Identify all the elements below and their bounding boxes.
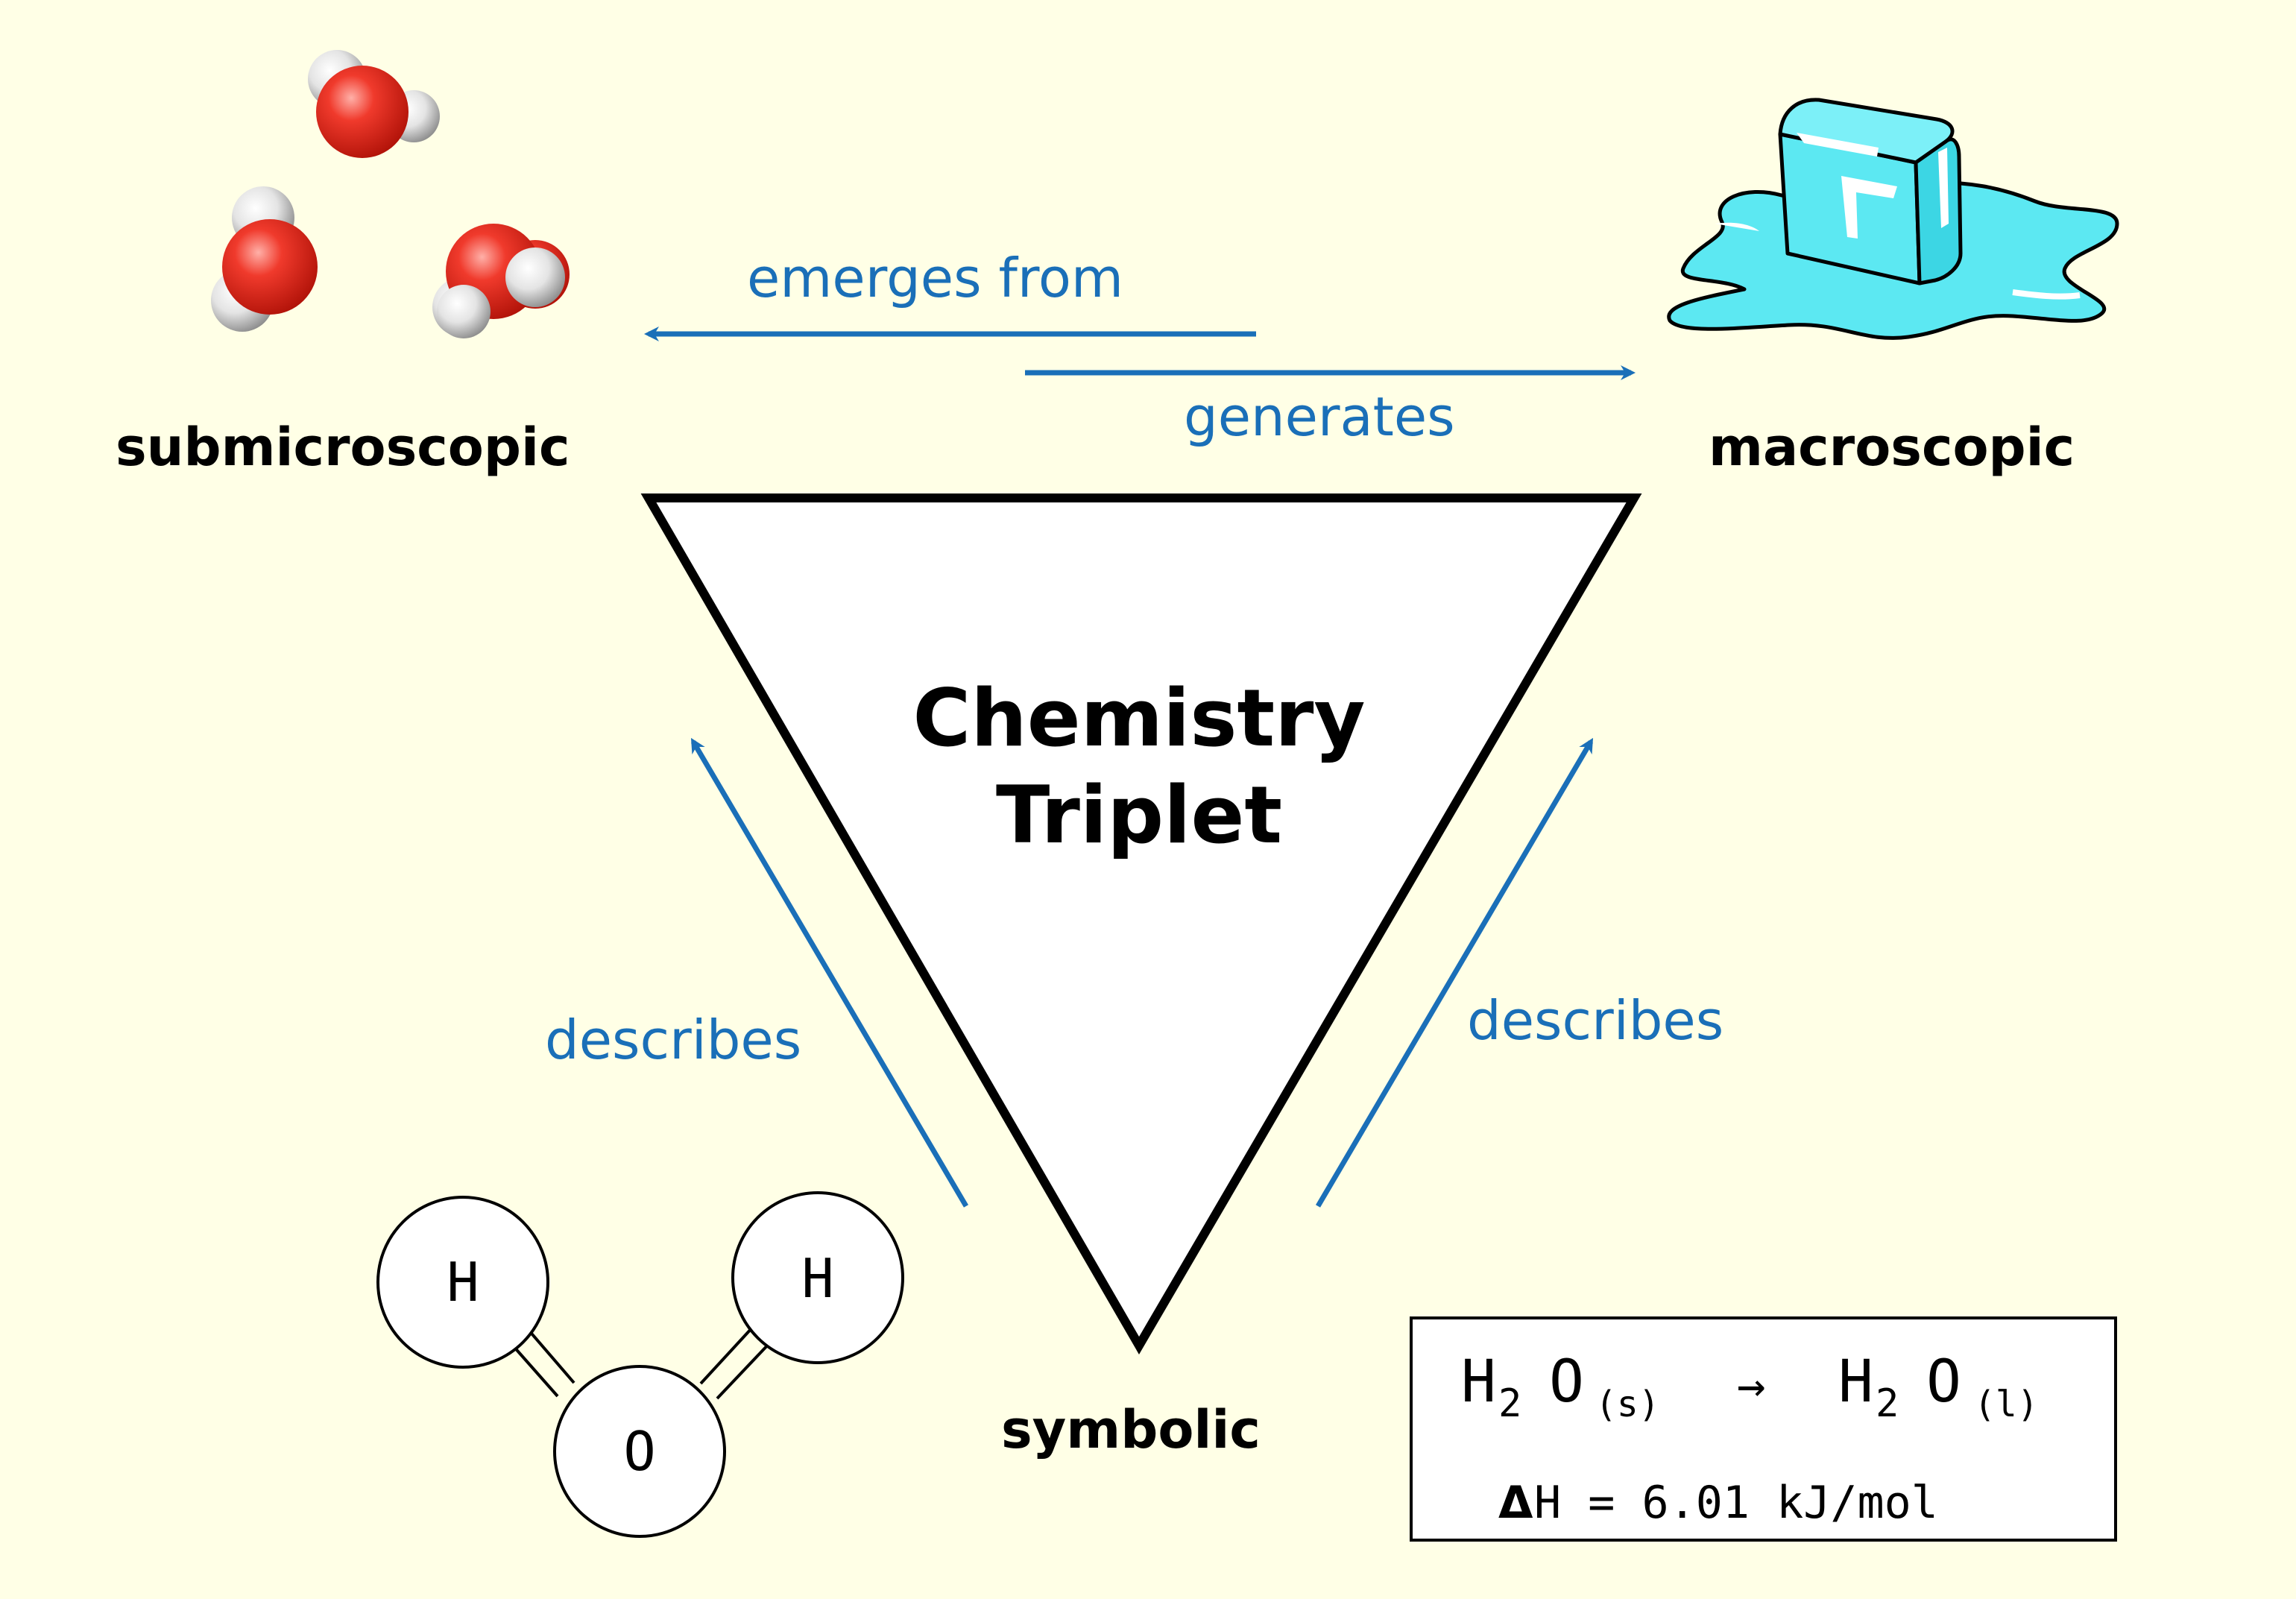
- describes-left-label: describes: [545, 1009, 801, 1071]
- title-line-2: Triplet: [996, 769, 1282, 861]
- submicroscopic-label: submicroscopic: [116, 417, 570, 478]
- hydrogen-label: H: [447, 1251, 479, 1313]
- reactant-subscript: 2: [1498, 1381, 1521, 1426]
- ice-cube-side: [1916, 139, 1961, 283]
- product-state: (l): [1974, 1384, 2039, 1425]
- reactant-o: O: [1549, 1349, 1584, 1416]
- generates-label: generates: [1184, 385, 1455, 448]
- reaction-arrow: →: [1737, 1358, 1766, 1413]
- emerges-from-label: emerges from: [747, 247, 1123, 309]
- reactant-h: H: [1461, 1349, 1496, 1416]
- title-line-1: Chemistry: [912, 672, 1365, 764]
- equation-box: H 2 O (s) → H 2 O (l) Δ H = 6.01 kJ/mol: [1411, 1318, 2116, 1540]
- hydrogen-label: H: [801, 1247, 833, 1310]
- product-subscript: 2: [1876, 1381, 1899, 1426]
- enthalpy-line: Δ H = 6.01 kJ/mol: [1498, 1477, 1938, 1529]
- product-h: H: [1838, 1349, 1873, 1416]
- oxygen-label: O: [623, 1420, 655, 1483]
- enthalpy-value: H = 6.01 kJ/mol: [1534, 1477, 1938, 1529]
- product-o: O: [1926, 1349, 1961, 1416]
- reactant-state: (s): [1595, 1384, 1660, 1425]
- delta-symbol: Δ: [1498, 1477, 1533, 1529]
- symbolic-label: symbolic: [1001, 1399, 1261, 1460]
- macroscopic-label: macroscopic: [1709, 417, 2075, 478]
- describes-right-label: describes: [1467, 989, 1723, 1052]
